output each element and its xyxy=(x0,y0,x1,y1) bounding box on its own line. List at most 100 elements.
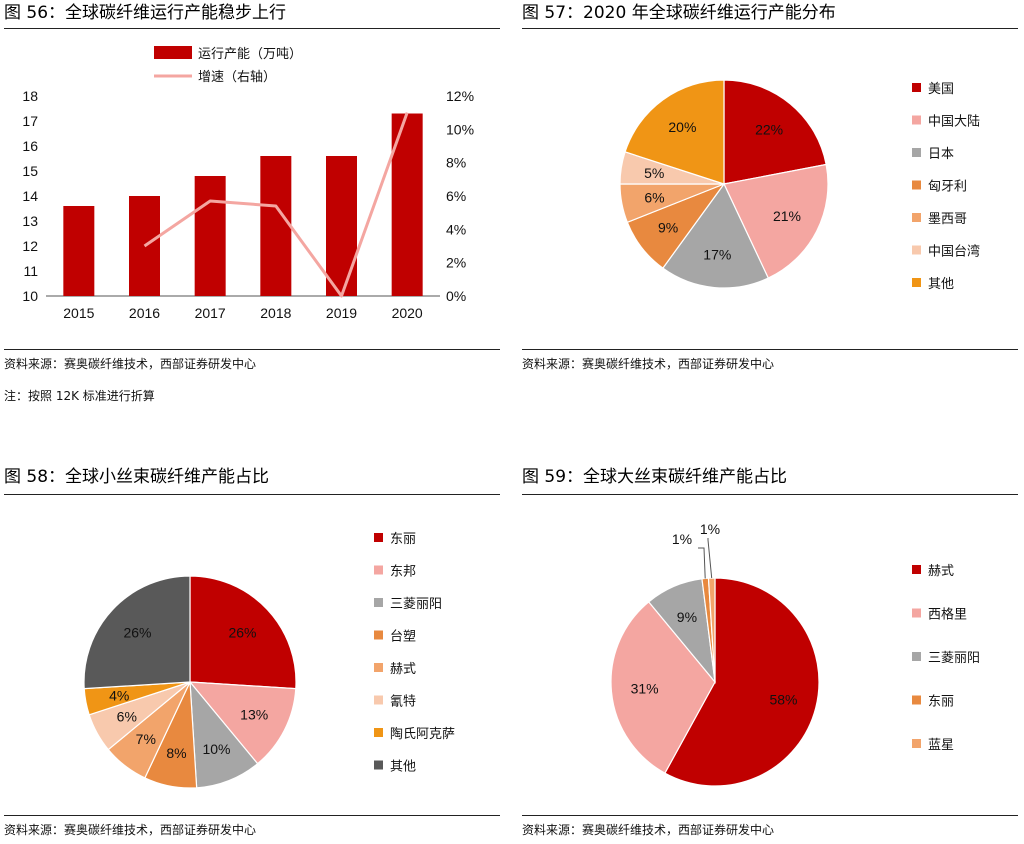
bar xyxy=(63,206,95,296)
legend-label: 赫式 xyxy=(390,662,416,677)
pie-slice xyxy=(662,182,770,289)
legend-label: 墨西哥 xyxy=(928,212,967,227)
source-divider xyxy=(4,349,500,350)
pie-slice xyxy=(664,577,820,787)
legend-label: 中国台湾 xyxy=(928,244,980,260)
data-label: 1% xyxy=(672,531,692,547)
panel-capacity-distribution: 图 57：2020 年全球碳纤维运行产能分布 22% 21% 17% 9% 6% 5% 20… xyxy=(522,0,1018,380)
footnote: 注：按照 12K 标准进行折算 xyxy=(4,389,155,403)
y-tick-label: 10 xyxy=(22,288,38,304)
x-tick-label: 2018 xyxy=(260,305,291,321)
y-tick-label: 14 xyxy=(22,188,38,204)
bar xyxy=(260,156,292,296)
data-label: 6% xyxy=(117,709,137,725)
chart-title: 图 57：2020 年全球碳纤维运行产能分布 xyxy=(522,3,836,23)
y2-tick-label: 0% xyxy=(446,288,466,304)
data-label: 13% xyxy=(240,707,268,723)
x-tick-label: 2015 xyxy=(63,305,94,321)
x-tick-label: 2016 xyxy=(129,305,160,321)
pie-chart: 26% 13% 10% 8% 7% 6% 4% 26% 东丽东邦三菱丽阳台塑赫式氰特陶氏阿克萨其… xyxy=(83,532,455,789)
bar xyxy=(326,156,357,296)
legend-label: 东丽 xyxy=(390,532,416,547)
data-label: 4% xyxy=(109,688,129,704)
pie-slice xyxy=(188,681,297,765)
data-label: 26% xyxy=(228,625,256,641)
legend-label: 陶氏阿克萨 xyxy=(390,726,455,742)
y2-tick-label: 6% xyxy=(446,188,466,204)
data-label: 5% xyxy=(644,165,664,181)
legend-label: 美国 xyxy=(928,82,954,97)
chart-title: 图 58：全球小丝束碳纤维产能占比 xyxy=(4,467,270,487)
data-label: 20% xyxy=(668,119,696,135)
pie-slice xyxy=(83,575,191,690)
pie-slice xyxy=(723,163,829,279)
legend-label: 氰特 xyxy=(390,694,416,710)
growth-line xyxy=(143,112,409,298)
data-label: 9% xyxy=(658,219,678,235)
source-note: 资料来源：赛奥碳纤维技术，西部证券研发中心 xyxy=(4,823,257,837)
legend-swatch xyxy=(912,245,921,255)
x-tick-label: 2020 xyxy=(392,305,423,321)
source-note: 资料来源：赛奥碳纤维技术，西部证券研发中心 xyxy=(4,357,257,371)
data-label: 10% xyxy=(202,741,230,757)
bar xyxy=(194,176,226,296)
legend-swatch xyxy=(374,598,383,607)
legend-swatch xyxy=(912,115,921,125)
legend-label: 西格里 xyxy=(928,607,967,623)
legend-swatch xyxy=(374,760,383,770)
y-tick-label: 16 xyxy=(22,138,38,154)
data-label: 58% xyxy=(769,692,797,708)
source-divider xyxy=(4,815,500,816)
y-tick-label: 17 xyxy=(22,113,38,129)
data-label: 22% xyxy=(755,122,783,138)
y-tick-label: 13 xyxy=(22,213,38,229)
legend-swatch xyxy=(912,608,921,618)
data-label: 8% xyxy=(166,745,186,761)
data-label: 17% xyxy=(703,246,731,262)
legend-swatch xyxy=(912,739,921,748)
x-tick-label: 2019 xyxy=(326,305,357,321)
panel-small-tow-share: 图 58：全球小丝束碳纤维产能占比 26% 13% 10% 8% 7% 6% 4% 26% 东丽… xyxy=(4,466,500,844)
legend-swatch xyxy=(912,83,921,92)
y-tick-label: 11 xyxy=(23,263,38,279)
legend-swatch-bar xyxy=(154,46,192,59)
legend-swatch xyxy=(374,695,383,705)
data-label: 6% xyxy=(644,189,664,205)
legend-swatch xyxy=(912,180,921,190)
y-tick-label: 15 xyxy=(22,163,38,179)
panel-large-tow-share: 图 59：全球大丝束碳纤维产能占比 58% 31% 9% 1% 1% 赫式 西格里 三菱丽阳东… xyxy=(522,466,1018,844)
legend-swatch xyxy=(912,213,921,222)
legend-label: 运行产能（万吨） xyxy=(198,47,302,62)
legend-swatch xyxy=(374,728,383,737)
panel-capacity-trend: 图 56：全球碳纤维运行产能稳步上行 10 11 12 13 14 15 16 17 18 0% 2… xyxy=(4,0,500,420)
legend-label: 其他 xyxy=(928,277,954,292)
data-label: 1% xyxy=(700,521,720,537)
legend-swatch xyxy=(374,630,383,640)
legend-label: 增速（右轴） xyxy=(198,70,276,85)
y2-tick-label: 2% xyxy=(446,255,466,271)
chart-title: 图 59：全球大丝束碳纤维产能占比 xyxy=(522,467,788,487)
source-note: 资料来源：赛奥碳纤维技术，西部证券研发中心 xyxy=(522,823,775,837)
legend-swatch xyxy=(374,565,383,575)
legend-label: 赫式 xyxy=(928,564,954,579)
data-label: 31% xyxy=(631,681,659,697)
leader-line xyxy=(707,538,713,579)
x-tick-label: 2017 xyxy=(195,305,226,321)
title-divider xyxy=(522,28,1018,29)
pie-slice xyxy=(723,79,827,185)
legend-label: 中国大陆 xyxy=(928,114,980,130)
pie-slice xyxy=(189,575,297,690)
y-tick-label: 18 xyxy=(22,88,38,104)
pie-slice xyxy=(624,79,725,185)
legend-swatch xyxy=(374,663,383,672)
legend-label: 三菱丽阳 xyxy=(390,597,442,612)
legend-label: 日本 xyxy=(928,147,954,162)
title-divider xyxy=(522,494,1018,495)
legend-label: 三菱丽阳 xyxy=(928,651,980,666)
legend-swatch xyxy=(912,652,921,661)
leader-line xyxy=(698,547,706,579)
legend-label: 其他 xyxy=(390,760,416,775)
data-label: 7% xyxy=(136,731,156,747)
legend-swatch xyxy=(912,148,921,157)
